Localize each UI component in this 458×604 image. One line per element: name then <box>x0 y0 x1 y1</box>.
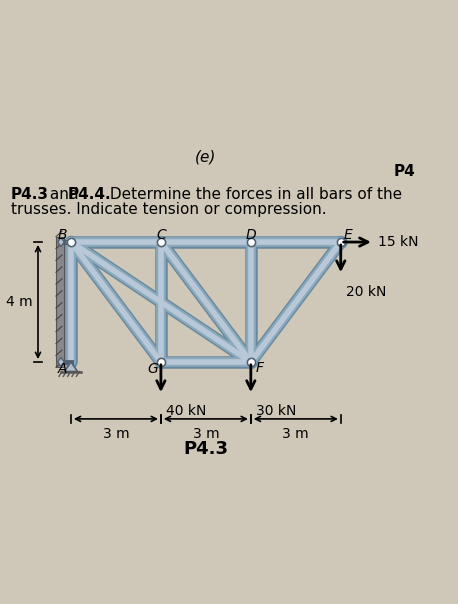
Text: P4.3: P4.3 <box>11 187 49 202</box>
Text: 40 kN: 40 kN <box>166 405 207 419</box>
Text: C: C <box>156 228 166 242</box>
Polygon shape <box>58 358 65 367</box>
Text: A: A <box>58 362 67 376</box>
Text: 15 kN: 15 kN <box>378 235 419 249</box>
Text: 30 kN: 30 kN <box>256 405 297 419</box>
Text: D: D <box>245 228 256 242</box>
Text: P4: P4 <box>394 164 416 179</box>
Text: (e): (e) <box>195 149 217 164</box>
Text: G: G <box>147 362 158 376</box>
Text: 20 kN: 20 kN <box>346 284 387 298</box>
Text: 4 m: 4 m <box>6 295 33 309</box>
Text: and: and <box>45 187 84 202</box>
Text: P4.4.: P4.4. <box>68 187 112 202</box>
Text: 3 m: 3 m <box>283 427 309 442</box>
Text: 3 m: 3 m <box>103 427 129 442</box>
Text: E: E <box>344 228 353 242</box>
Text: P4.3: P4.3 <box>183 440 229 458</box>
Text: Determine the forces in all bars of the: Determine the forces in all bars of the <box>105 187 403 202</box>
Polygon shape <box>65 362 77 371</box>
Text: trusses. Indicate tension or compression.: trusses. Indicate tension or compression… <box>11 202 327 217</box>
Text: F: F <box>255 361 263 375</box>
Text: B: B <box>58 228 67 242</box>
Polygon shape <box>58 237 65 246</box>
Text: 3 m: 3 m <box>192 427 219 442</box>
Bar <box>56 237 65 367</box>
